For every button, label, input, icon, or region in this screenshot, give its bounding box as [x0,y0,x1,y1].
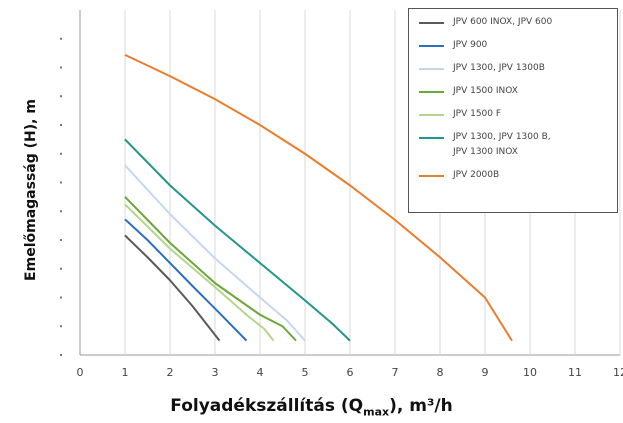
series-group [124,53,513,342]
y-tick-mark [60,354,62,356]
x-tick-label: 7 [392,366,399,379]
series-line-5 [124,203,275,342]
x-tick-label: 1 [122,366,129,379]
series-line-3 [124,164,306,342]
x-tick-label: 4 [257,366,264,379]
legend: JPV 600 INOX, JPV 600 JPV 900 JPV 1300, JP… [408,8,618,213]
y-tick-mark [60,37,62,40]
series-line-1 [124,234,221,342]
series-line-6 [124,138,351,342]
y-tick-mark [60,95,62,98]
y-tick-mark [60,152,62,155]
y-axis-label: Emelőmagasság (H), m [23,99,39,281]
x-axis-label: Folyadékszállítás (Qmax), m³/h [170,396,453,419]
y-tick-mark [60,66,62,69]
x-tick-label: 2 [167,366,174,379]
x-tick-label: 6 [347,366,354,379]
x-tick-label: 0 [77,366,84,379]
y-tick-mark [60,296,62,299]
x-tick-labels: 0123456789101112 [77,366,623,379]
series-line-7 [124,53,513,342]
x-tick-label: 10 [523,366,537,379]
series-line-2 [124,218,248,342]
y-tick-mark [60,325,62,328]
legend-label: JPV 1300, JPV 1300B [453,63,545,73]
legend-swatch [419,114,444,116]
x-tick-label: 9 [482,366,489,379]
legend-label: JPV 900 [453,40,488,50]
x-tick-label: 12 [613,366,623,379]
x-tick-label: 11 [568,366,582,379]
y-tick-mark [60,267,62,270]
y-tick-mark [60,181,62,184]
y-tick-marks [60,37,62,356]
legend-swatch [419,22,444,24]
series-line-4 [124,196,297,342]
legend-label: JPV 600 INOX, JPV 600 [453,17,553,27]
legend-swatch [419,137,444,139]
legend-label: JPV 1500 INOX [453,86,518,96]
x-tick-label: 5 [302,366,309,379]
y-tick-mark [60,239,62,241]
legend-label: JPV 2000B [453,170,500,180]
legend-swatch [419,45,444,47]
legend-swatch [419,91,444,93]
x-tick-label: 3 [212,366,219,379]
legend-swatch [419,175,444,177]
legend-swatch [419,68,444,70]
y-tick-mark [60,210,62,213]
y-tick-mark [60,124,62,126]
legend-label: JPV 1300, JPV 1300 B, JPV 1300 INOX [453,132,551,157]
legend-label: JPV 1500 F [453,109,502,119]
x-tick-label: 8 [437,366,444,379]
